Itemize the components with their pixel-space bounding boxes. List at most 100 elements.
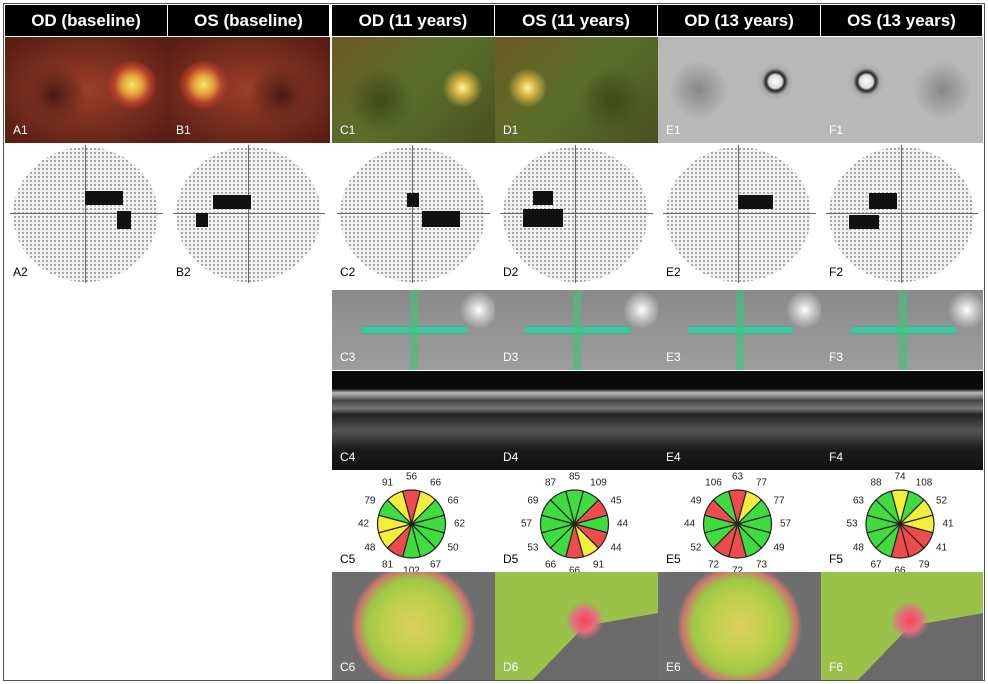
panel-label: F1 bbox=[829, 123, 844, 137]
pie-svg bbox=[702, 489, 773, 559]
sector-value: 69 bbox=[527, 495, 539, 506]
sector-value: 108 bbox=[915, 477, 933, 489]
panel-label: C1 bbox=[340, 123, 356, 137]
sector-value: 44 bbox=[616, 518, 629, 530]
column-header: OD (13 years) bbox=[658, 5, 821, 36]
axis bbox=[575, 145, 576, 283]
sector-value: 62 bbox=[453, 518, 466, 530]
panel-label: A2 bbox=[13, 265, 28, 279]
sector-value: 74 bbox=[894, 471, 906, 483]
sector-value: 44 bbox=[683, 518, 696, 530]
sector-value: 41 bbox=[942, 518, 954, 530]
sector-value: 52 bbox=[690, 542, 702, 553]
sector-value: 41 bbox=[936, 542, 948, 553]
sector-value: 56 bbox=[405, 471, 418, 483]
sector-value: 50 bbox=[447, 542, 459, 553]
sector-value: 52 bbox=[936, 495, 948, 506]
rnfl-sector-chart: 63 77 77 57 49 73 72 72 52 44 49 106 E5 bbox=[658, 470, 821, 572]
sector-value: 53 bbox=[846, 518, 858, 530]
sector-value: 44 bbox=[610, 542, 622, 553]
scotoma bbox=[869, 193, 897, 209]
panel-label: C3 bbox=[340, 350, 356, 364]
microperimetry-map: D6 bbox=[495, 572, 658, 680]
sector-value: 66 bbox=[429, 477, 442, 489]
panel-label: F3 bbox=[829, 350, 844, 364]
panel-label: E6 bbox=[666, 660, 681, 674]
oct-scan-line-vertical bbox=[410, 290, 418, 370]
sector-value: 77 bbox=[773, 495, 785, 506]
axis bbox=[173, 213, 325, 214]
panel-label: C6 bbox=[340, 660, 356, 674]
sector-value: 57 bbox=[520, 518, 533, 530]
fundus-image: A1 bbox=[5, 37, 168, 143]
sector-value: 53 bbox=[527, 542, 539, 553]
panel-label: D5 bbox=[503, 552, 519, 566]
panel-label: E2 bbox=[666, 265, 681, 279]
visual-field-plot: F2 bbox=[821, 143, 983, 285]
panel-label: E5 bbox=[666, 552, 681, 566]
sector-value: 67 bbox=[870, 559, 882, 571]
sector-value: 57 bbox=[779, 518, 792, 530]
visual-field-plot: A2 bbox=[5, 143, 168, 285]
visual-field-plot: E2 bbox=[658, 143, 821, 285]
panel-label: F5 bbox=[829, 552, 844, 566]
sector-value: 87 bbox=[544, 477, 557, 489]
panel-label: F2 bbox=[829, 265, 844, 279]
oct-scan-line-vertical bbox=[736, 290, 744, 370]
fundus-image: D1 bbox=[495, 37, 658, 143]
axis bbox=[248, 145, 249, 283]
sector-value: 73 bbox=[755, 559, 768, 571]
scotoma bbox=[849, 215, 879, 229]
panel-label: F6 bbox=[829, 660, 844, 674]
figure-frame bbox=[3, 3, 985, 681]
sector-value: 66 bbox=[544, 559, 557, 571]
sector-value: 79 bbox=[364, 495, 376, 506]
axis bbox=[738, 145, 739, 283]
panel-label: B2 bbox=[176, 265, 191, 279]
microperimetry-map: E6 bbox=[658, 572, 821, 680]
panel-label: C5 bbox=[340, 552, 356, 566]
sector-value: 102 bbox=[403, 565, 420, 573]
scotoma bbox=[738, 195, 773, 209]
sector-value: 45 bbox=[610, 495, 622, 506]
pie-sector bbox=[549, 490, 576, 527]
axis bbox=[826, 213, 978, 214]
oct-scan-line-vertical bbox=[899, 290, 907, 370]
panel-label: D2 bbox=[503, 265, 519, 279]
axis bbox=[337, 213, 490, 214]
column-header: OS (13 years) bbox=[821, 5, 983, 36]
fundus-image: E1 bbox=[658, 37, 821, 143]
axis bbox=[412, 145, 413, 283]
oct-bscan-image: F4 bbox=[821, 371, 983, 470]
oct-scan-line-vertical bbox=[573, 290, 581, 370]
rnfl-sector-chart: 56 66 66 62 50 67 102 81 48 42 79 91 C5 bbox=[332, 470, 495, 572]
scotoma bbox=[523, 209, 563, 227]
sector-value: 48 bbox=[364, 542, 376, 553]
column-header: OS (baseline) bbox=[168, 5, 330, 36]
fundus-image: F1 bbox=[821, 37, 983, 143]
visual-field-plot: D2 bbox=[495, 143, 658, 285]
sector-value: 49 bbox=[773, 542, 785, 553]
sector-value: 63 bbox=[852, 495, 864, 506]
pie-svg bbox=[376, 489, 447, 559]
sector-value: 91 bbox=[592, 559, 605, 571]
rnfl-sector-chart: 85 109 45 44 44 91 66 66 53 57 69 87 D5 bbox=[495, 470, 658, 572]
panel-label: C4 bbox=[340, 450, 356, 464]
panel-label: C2 bbox=[340, 265, 356, 279]
axis bbox=[10, 213, 163, 214]
column-header: OD (baseline) bbox=[5, 5, 168, 36]
sector-value: 109 bbox=[590, 477, 607, 489]
pie-sector bbox=[712, 490, 739, 527]
infrared-scan-image: E3 bbox=[658, 290, 821, 370]
sector-value: 85 bbox=[568, 471, 581, 483]
microperimetry-map: C6 bbox=[332, 572, 495, 680]
sector-value: 63 bbox=[731, 471, 744, 483]
pie-sector bbox=[875, 490, 902, 527]
sector-value: 49 bbox=[690, 495, 702, 506]
panel-label: E3 bbox=[666, 350, 681, 364]
panel-label: E1 bbox=[666, 123, 681, 137]
panel-label: D3 bbox=[503, 350, 519, 364]
scotoma bbox=[533, 191, 553, 205]
sector-value: 106 bbox=[705, 477, 722, 489]
rnfl-sector-chart: 74 108 52 41 41 79 66 67 48 53 63 88 F5 bbox=[821, 470, 983, 572]
